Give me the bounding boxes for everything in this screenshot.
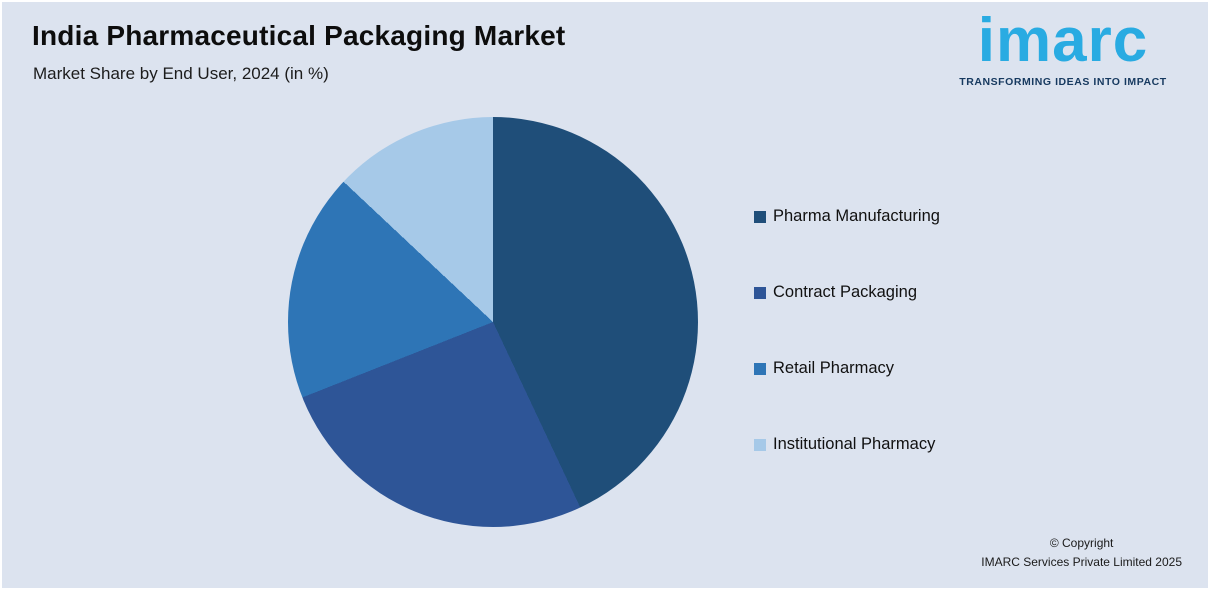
legend-label: Retail Pharmacy	[773, 359, 895, 377]
legend-item: Retail Pharmacy	[754, 359, 940, 378]
page-title: India Pharmaceutical Packaging Market	[32, 20, 566, 51]
legend-item: Contract Packaging	[754, 283, 940, 302]
legend-label: Institutional Pharmacy	[773, 435, 936, 453]
pie-chart	[288, 117, 698, 527]
copyright-line-1: © Copyright	[1049, 535, 1114, 550]
legend-label: Pharma Manufacturing	[773, 207, 940, 225]
copyright-line-2: IMARC Services Private Limited 2025	[981, 554, 1182, 569]
imarc-logo-tagline: TRANSFORMING IDEAS INTO IMPACT	[959, 76, 1167, 88]
legend-swatch-icon	[754, 362, 766, 375]
imarc-logo-text: imarc	[977, 6, 1149, 75]
chart-legend: Pharma Manufacturing Contract Packaging …	[754, 207, 940, 454]
legend-swatch-icon	[754, 286, 766, 299]
legend-label: Contract Packaging	[773, 283, 917, 301]
legend-swatch-icon	[754, 210, 766, 223]
page-subtitle: Market Share by End User, 2024 (in %)	[33, 64, 329, 83]
legend-swatch-icon	[754, 438, 766, 451]
legend-item: Institutional Pharmacy	[754, 435, 940, 454]
legend-item: Pharma Manufacturing	[754, 207, 940, 226]
copyright-notice: © Copyright IMARC Services Private Limit…	[981, 534, 1182, 572]
imarc-logo: imarc TRANSFORMING IDEAS INTO IMPACT	[942, 6, 1184, 89]
